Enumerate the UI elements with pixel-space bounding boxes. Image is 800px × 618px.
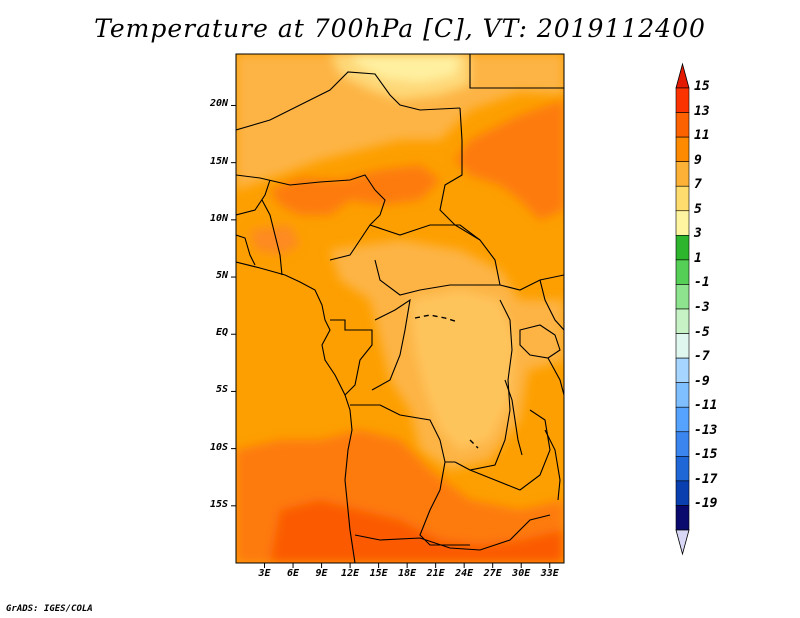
temperature-field bbox=[236, 54, 564, 563]
colorbar-segment bbox=[675, 456, 690, 482]
river-lines bbox=[414, 314, 479, 449]
colorbar-segment bbox=[675, 284, 690, 310]
border-angola-zambia bbox=[419, 461, 470, 546]
colorbar bbox=[675, 62, 690, 556]
latitude-ticks bbox=[231, 104, 236, 507]
colorbar-label: -13 bbox=[694, 422, 718, 438]
longitude-ticks bbox=[264, 563, 551, 568]
border-tanzania bbox=[547, 357, 564, 396]
colorbar-label: -19 bbox=[694, 496, 718, 512]
lat-tick-label: 5S bbox=[215, 384, 228, 396]
field-region-sahel-hot bbox=[270, 165, 440, 215]
colorbar-label: -17 bbox=[694, 471, 718, 487]
chart-title: Temperature at 700hPa [C], VT: 201911240… bbox=[94, 14, 706, 43]
border-zambia-east bbox=[469, 409, 551, 491]
lon-tick-label: 33E bbox=[540, 568, 559, 579]
border-drc-east bbox=[454, 299, 513, 471]
colorbar-segment bbox=[675, 87, 690, 113]
colorbar-bottom-arrow bbox=[675, 529, 690, 556]
colorbar-segment bbox=[675, 382, 690, 408]
colorbar-segment bbox=[675, 357, 690, 383]
lon-tick-label: 18E bbox=[398, 568, 417, 579]
colorbar-segment bbox=[675, 112, 690, 138]
colorbar-label: -7 bbox=[694, 349, 710, 365]
lat-tick-label: 10N bbox=[209, 212, 228, 224]
lon-tick-label: 6E bbox=[287, 568, 300, 579]
lon-tick-label: 21E bbox=[426, 568, 445, 579]
colorbar-label: 13 bbox=[694, 103, 710, 119]
border-drc-congo bbox=[371, 298, 411, 391]
grads-credit: GrADS: IGES/COLA bbox=[6, 604, 93, 614]
colorbar-label: -3 bbox=[694, 300, 710, 315]
border-niger-nigeria bbox=[236, 174, 376, 191]
colorbar-segment bbox=[675, 235, 690, 261]
colorbar-label: -11 bbox=[694, 398, 718, 414]
colorbar-segment bbox=[675, 308, 690, 334]
field-region-east-light bbox=[520, 300, 564, 370]
lon-tick-label: 15E bbox=[369, 568, 388, 579]
colorbar-label: -15 bbox=[694, 447, 718, 463]
colorbar-segment bbox=[675, 259, 690, 285]
field-region-sudan-hot bbox=[455, 100, 564, 220]
border-car-south bbox=[374, 259, 500, 296]
colorbar-segment bbox=[675, 185, 690, 212]
border-niger-algeria bbox=[236, 71, 461, 131]
border-namibia bbox=[354, 514, 551, 551]
field-region-congo-light bbox=[410, 290, 515, 450]
colorbar-label: -1 bbox=[694, 275, 710, 291]
border-car-north bbox=[369, 224, 501, 286]
border-lake-tanganyika bbox=[504, 379, 523, 456]
colorbar-label: -5 bbox=[694, 324, 710, 340]
colorbar-label: 7 bbox=[694, 177, 702, 193]
colorbar-label: 9 bbox=[694, 152, 702, 168]
border-lake-victoria bbox=[519, 324, 561, 359]
colorbar-label: 5 bbox=[694, 201, 702, 217]
lon-tick-label: 12E bbox=[341, 568, 360, 579]
border-south-sudan bbox=[499, 274, 564, 291]
colorbar-label: 1 bbox=[694, 250, 702, 266]
colorbar-segment bbox=[675, 480, 690, 506]
colorbar-segment bbox=[675, 210, 690, 236]
lat-tick-label: 15S bbox=[209, 498, 228, 510]
colorbar-label: -9 bbox=[694, 373, 710, 389]
coastline-west bbox=[236, 261, 356, 563]
border-congo-gabon bbox=[330, 319, 373, 396]
lat-tick-label: 20N bbox=[209, 98, 228, 110]
lat-tick-label: 5N bbox=[215, 270, 228, 282]
congo-river-dashes bbox=[414, 314, 459, 323]
border-benin-nigeria bbox=[261, 199, 283, 276]
border-uganda-kenya bbox=[539, 279, 564, 331]
border-lake-malawi bbox=[544, 429, 561, 501]
lat-tick-label: 10S bbox=[209, 441, 228, 453]
lon-tick-label: 24E bbox=[455, 568, 474, 579]
colorbar-label: 11 bbox=[694, 128, 710, 144]
country-boundaries bbox=[236, 54, 564, 563]
map-frame bbox=[235, 53, 565, 564]
colorbar-segment bbox=[675, 333, 690, 359]
lon-tick-label: 3E bbox=[258, 568, 271, 579]
colorbar-segment bbox=[675, 161, 690, 187]
lat-tick-label: 15N bbox=[209, 155, 228, 167]
colorbar-label: 3 bbox=[694, 226, 702, 242]
lon-tick-label: 30E bbox=[512, 568, 531, 579]
lon-tick-label: 27E bbox=[483, 568, 502, 579]
field-region-west-hot bbox=[250, 225, 300, 255]
field-region-south-hotter bbox=[270, 500, 564, 563]
colorbar-segment bbox=[675, 505, 690, 531]
lon-tick-label: 9E bbox=[315, 568, 328, 579]
border-mali-burkina bbox=[236, 179, 271, 216]
colorbar-segment bbox=[675, 406, 690, 433]
field-region-sahara-pale bbox=[350, 54, 460, 82]
lake-mweru-dashes bbox=[469, 439, 479, 449]
border-sudan-east bbox=[469, 54, 564, 89]
lat-tick-label: EQ bbox=[215, 327, 228, 339]
colorbar-top-arrow bbox=[675, 62, 690, 89]
colorbar-label: 15 bbox=[694, 79, 710, 94]
border-ghana-togo bbox=[236, 234, 256, 266]
colorbar-segment bbox=[675, 431, 690, 457]
colorbar-segment bbox=[675, 136, 690, 162]
